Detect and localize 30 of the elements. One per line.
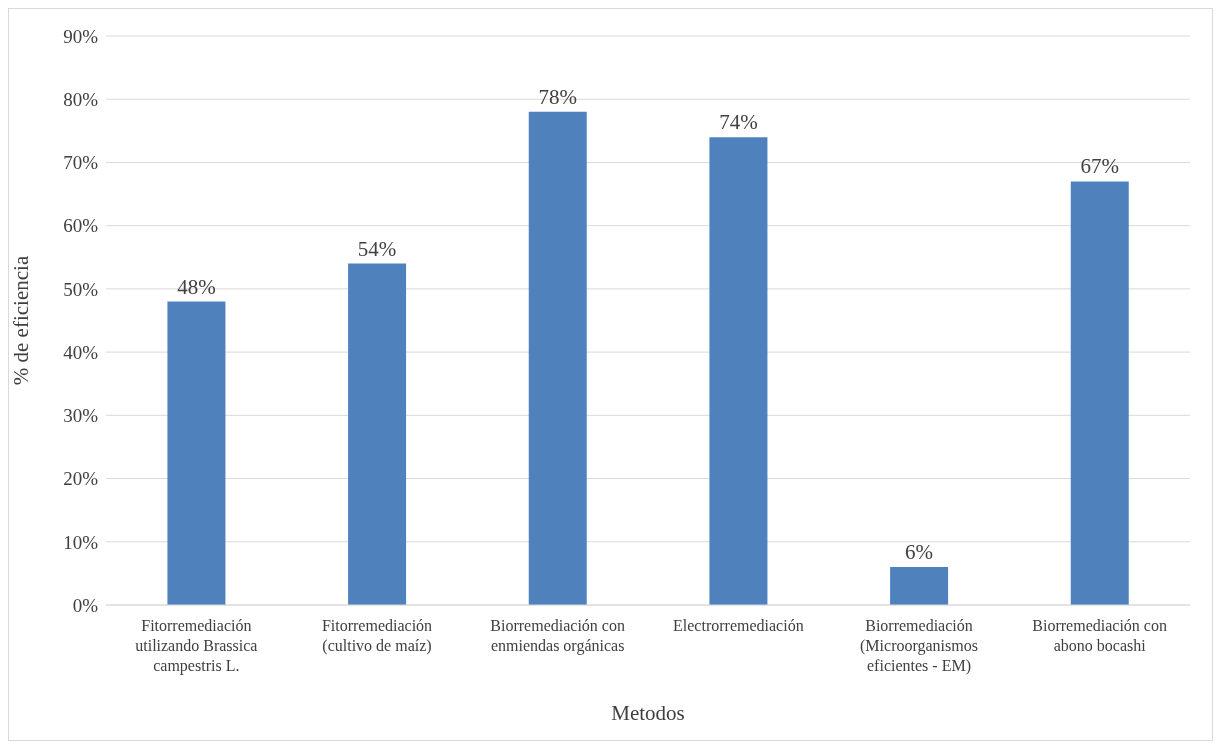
x-tick-label: Fitorremediación utilizando Brassica campestris L. <box>135 617 258 675</box>
x-tick-label: Biorremediación (Microorganismos eficientes - EM) <box>860 617 978 675</box>
x-tick-label: Biorremediación con abono bocashi <box>1032 617 1167 654</box>
x-tick-label: Electrorremediación <box>673 617 804 634</box>
data-label: 78% <box>538 84 578 109</box>
y-tick-label: 50% <box>63 278 99 300</box>
y-tick-label: 70% <box>63 152 99 174</box>
x-axis-title: Metodos <box>611 701 685 725</box>
y-tick-label: 80% <box>63 88 99 110</box>
data-label: 54% <box>357 236 397 261</box>
data-label: 67% <box>1080 154 1120 179</box>
bar <box>348 263 407 605</box>
y-tick-label: 30% <box>63 405 99 427</box>
bar <box>1070 181 1129 605</box>
y-tick-label: 60% <box>63 215 99 237</box>
bar <box>709 137 768 605</box>
y-axis-title: % de eficiencia <box>9 255 34 386</box>
x-tick-label: Biorremediación con enmiendas orgánicas <box>490 617 625 655</box>
y-tick-label: 0% <box>72 594 99 616</box>
bar <box>167 301 226 605</box>
y-tick-label: 90% <box>63 25 99 47</box>
y-tick-label: 20% <box>63 468 99 490</box>
data-label: 74% <box>719 110 758 135</box>
data-label: 48% <box>177 274 216 299</box>
data-label: 6% <box>905 540 934 565</box>
x-tick-label: Fitorremediación (cultivo de maíz) <box>321 617 433 655</box>
y-tick-label: 40% <box>63 341 99 363</box>
bar <box>890 567 949 605</box>
y-tick-label: 10% <box>63 531 99 553</box>
bar <box>528 111 587 605</box>
